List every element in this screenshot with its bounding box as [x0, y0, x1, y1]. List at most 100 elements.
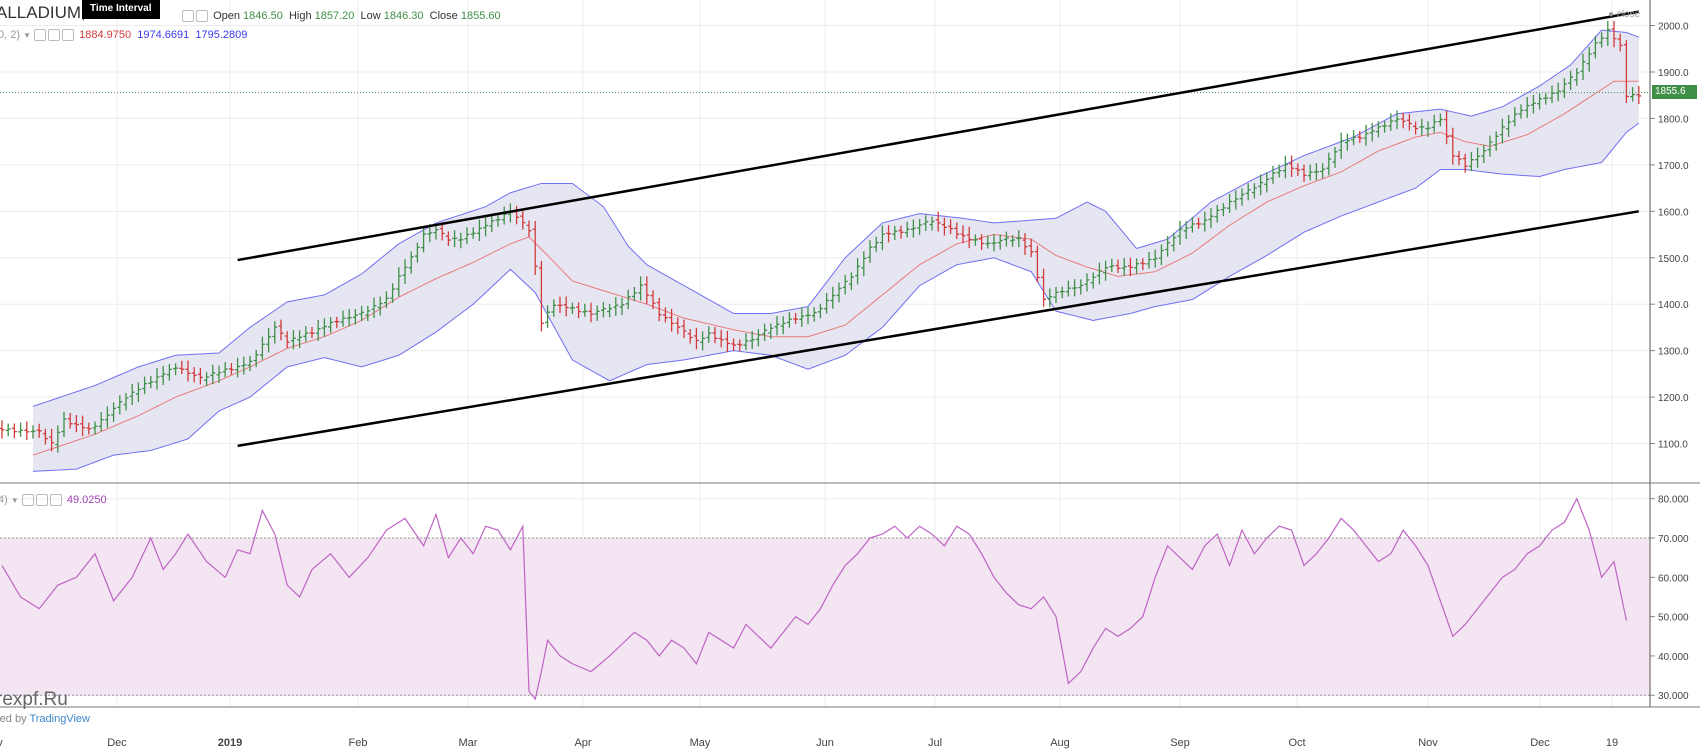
ohlc-bar: [501, 206, 507, 225]
ohlc-bar: [142, 376, 148, 394]
ohlc-bar: [1307, 164, 1313, 181]
eye-icon[interactable]: [21, 494, 34, 507]
price-tick-label: 2000.0: [1658, 22, 1689, 33]
ohlc-bar: [166, 364, 172, 381]
ohlc-bar: [1320, 163, 1326, 179]
ohlc-bar: [1047, 288, 1053, 308]
ohlc-bar: [545, 305, 551, 328]
ohlc-bar: [793, 313, 799, 325]
ohlc-bar: [315, 320, 321, 341]
ohlc-bar: [396, 267, 402, 297]
ohlc-bar: [1487, 135, 1493, 157]
trend-channel[interactable]: [237, 10, 1640, 448]
ohlc-bar: [979, 234, 985, 251]
ohlc-bar: [929, 216, 935, 231]
price-tick-label: 1600.0: [1658, 207, 1689, 218]
bb-upper-value: 1884.9750: [79, 29, 132, 41]
ohlc-bar: [582, 303, 588, 317]
close-icon[interactable]: [49, 494, 62, 507]
chevron-down-icon: ▼: [23, 31, 31, 40]
tradingview-link[interactable]: TradingView: [29, 713, 90, 725]
time-axis-label: Mar: [459, 737, 478, 749]
ohlc-bar: [724, 330, 730, 353]
ohlc-bar: [1431, 114, 1437, 133]
ohlc-bar: [1115, 259, 1121, 273]
ohlc-bar: [73, 415, 79, 433]
ohlc-bar: [1183, 221, 1189, 239]
bb-lower-value: 1795.2809: [195, 29, 248, 41]
ohlc-bar: [1332, 146, 1338, 168]
chevron-down-icon: ▼: [10, 496, 19, 505]
ohlc-bar: [24, 421, 30, 441]
ohlc-bar: [619, 297, 625, 316]
ohlc-bar: [569, 302, 575, 314]
eye-icon[interactable]: [34, 29, 47, 42]
ohlc-bar: [873, 236, 879, 252]
ohlc-bar: [1158, 244, 1164, 266]
ohlc-bar: [811, 307, 817, 322]
ohlc-bar: [1413, 121, 1419, 135]
rsi-legend: 4) ▼ 49.0250: [0, 494, 107, 507]
ohlc-bar: [1388, 113, 1394, 131]
ohlc-bar: [334, 316, 340, 329]
ohlc-bar: [210, 364, 216, 385]
ohlc-bar: [867, 240, 873, 263]
ohlc-bar: [650, 290, 656, 310]
ohlc-bar: [1295, 163, 1301, 177]
ohlc-bar: [1196, 217, 1202, 229]
ohlc-bar: [1239, 188, 1245, 206]
ohlc-bar: [1375, 121, 1381, 138]
rsi-line: [1, 497, 1627, 701]
ohlc-bar: [656, 297, 662, 322]
ohlc-bar: [179, 360, 185, 375]
ohlc-bar: [1134, 258, 1140, 274]
price-tick-label: 1100.0: [1658, 440, 1688, 451]
ohlc-bar: [259, 336, 265, 360]
bollinger-fill: [33, 30, 1639, 472]
ohlc-bar: [1227, 193, 1233, 213]
ohlc-bar: [452, 230, 458, 248]
ohlc-bar: [824, 292, 830, 314]
trend-line: [237, 10, 1640, 262]
close-indicator[interactable]: ● close: [1608, 9, 1641, 20]
ohlc-bar: [303, 326, 309, 342]
powered-by: red by TradingView: [0, 713, 90, 725]
time-axis[interactable]: v Dec 2019 Feb Mar Apr May Jun Jul Aug Sep Oct Nov De…: [0, 737, 1618, 749]
ohlc-bar: [1543, 93, 1549, 105]
close-icon[interactable]: [62, 29, 75, 42]
ohlc-bar: [997, 234, 1003, 250]
ohlc-bar: [1152, 249, 1158, 268]
ohlc-bar: [855, 258, 861, 285]
ohlc-bar: [185, 360, 191, 382]
settings-icon[interactable]: [196, 10, 208, 23]
ohlc-bar: [365, 306, 371, 322]
ohlc-bar: [1344, 133, 1350, 151]
eye-icon[interactable]: [182, 10, 194, 23]
ohlc-bar: [768, 323, 774, 339]
price-tick-label: 1400.0: [1658, 300, 1689, 311]
ohlc-bar: [328, 316, 334, 333]
settings-icon[interactable]: [35, 494, 48, 507]
ohlc-bar: [1109, 258, 1115, 273]
time-axis-label: Oct: [1288, 737, 1305, 749]
ohlc-bar: [191, 367, 197, 383]
time-axis-label: v: [0, 737, 3, 749]
time-axis-label: Dec: [107, 737, 127, 749]
ohlc-bar: [197, 367, 203, 385]
rsi-tick-label: 80.000: [1658, 495, 1689, 506]
ohlc-bar: [1592, 35, 1598, 59]
ohlc-bar: [359, 305, 365, 321]
ohlc-bar: [1214, 204, 1220, 223]
ohlc-bar: [638, 276, 644, 301]
ohlc-bar: [526, 220, 532, 237]
settings-icon[interactable]: [48, 29, 61, 42]
bb-middle-value: 1974.6691: [137, 29, 190, 41]
price-axis[interactable]: 1100.0 1200.0 1300.0 1400.0 1500.0 1600.0 1700…: [0, 0, 1700, 708]
last-price-label: 1855.6: [1652, 85, 1697, 99]
ohlc-bar: [470, 227, 476, 240]
ohlc-bar: [1220, 203, 1226, 217]
rsi-indicator: [1, 497, 1627, 701]
time-axis-label: Dec: [1530, 737, 1550, 749]
ohlc-bar: [1245, 183, 1251, 201]
